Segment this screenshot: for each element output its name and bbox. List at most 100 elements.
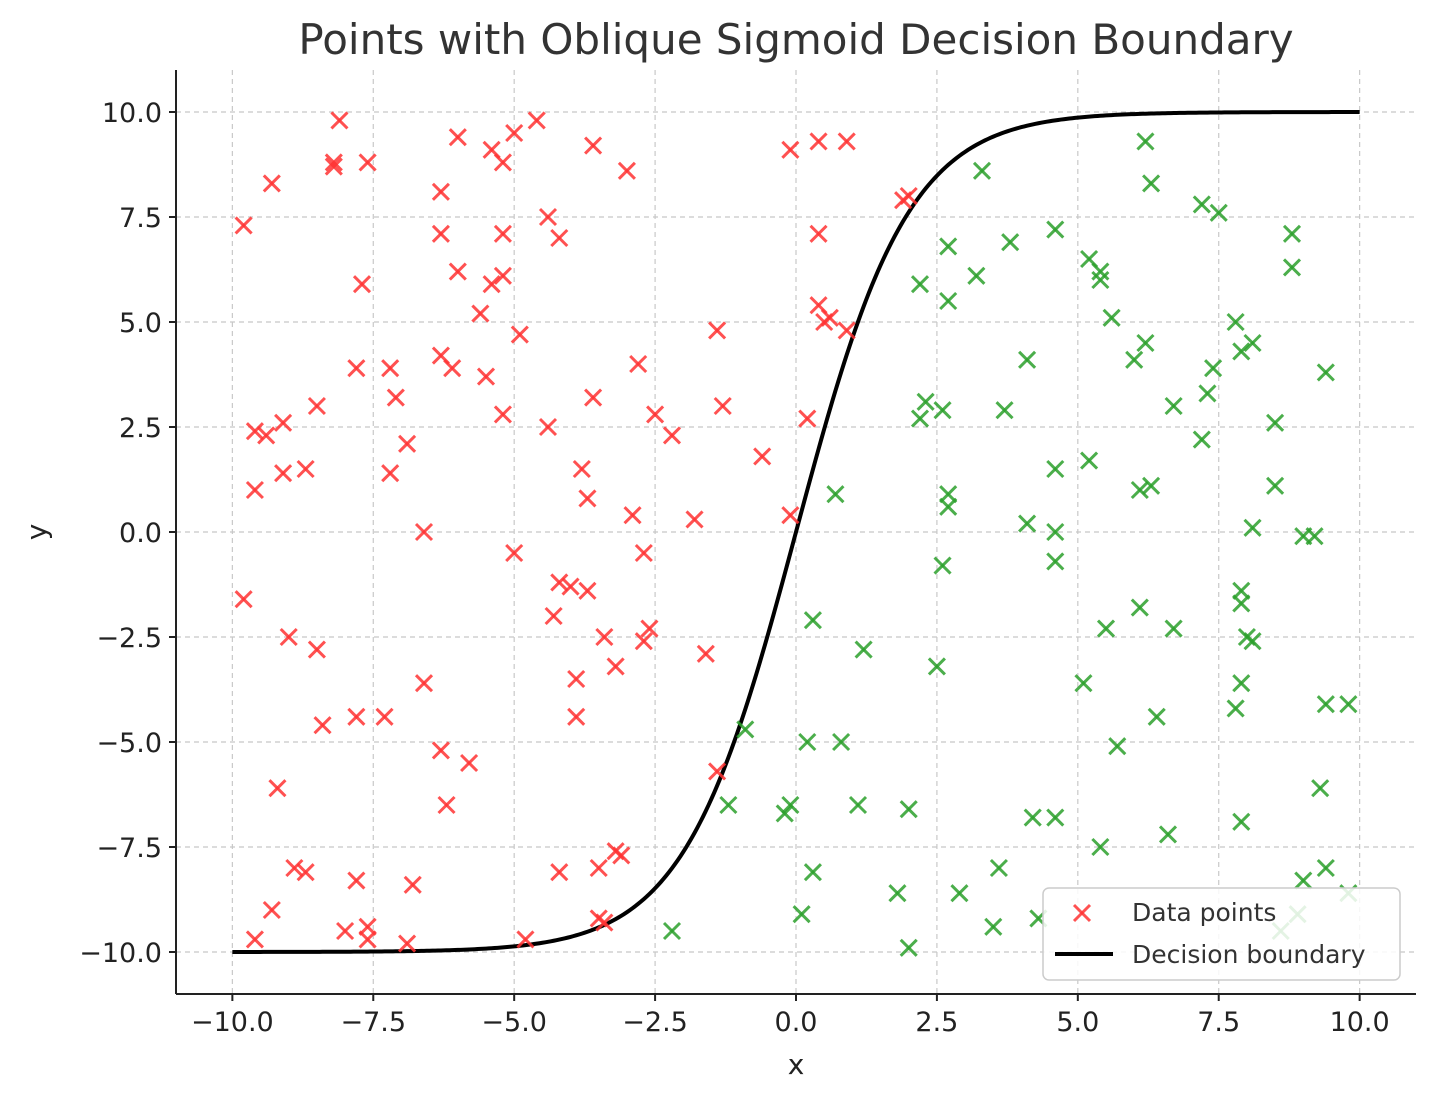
data-point	[1046, 808, 1065, 827]
data-point	[837, 321, 856, 340]
data-point	[1046, 220, 1065, 239]
data-point	[713, 396, 732, 416]
data-point	[1232, 674, 1251, 693]
data-point	[736, 720, 755, 739]
data-point	[510, 325, 529, 344]
data-point	[719, 795, 738, 815]
x-tick-label: −2.5	[622, 1007, 688, 1038]
data-point	[414, 522, 434, 542]
y-tick-label: −7.5	[96, 833, 162, 864]
data-point	[262, 900, 281, 920]
data-point	[927, 657, 946, 676]
data-point	[578, 581, 597, 600]
data-point	[584, 388, 603, 407]
data-point	[460, 753, 479, 773]
data-point	[1316, 858, 1335, 878]
data-point	[1046, 459, 1065, 479]
data-point	[505, 543, 524, 563]
data-point	[1282, 258, 1302, 277]
data-point	[1147, 707, 1166, 726]
data-point	[662, 426, 682, 445]
y-tick-label: 5.0	[119, 308, 162, 339]
data-point	[1130, 480, 1149, 500]
data-point	[398, 934, 417, 953]
legend-label-decision-boundary: Decision boundary	[1132, 940, 1366, 969]
data-point	[431, 741, 450, 760]
data-point	[1091, 270, 1110, 290]
data-point	[989, 858, 1008, 878]
data-point	[837, 132, 856, 151]
data-point	[245, 930, 264, 949]
data-point	[995, 401, 1014, 420]
data-point	[595, 913, 614, 932]
data-point	[809, 224, 828, 243]
data-point	[572, 459, 591, 479]
data-point	[313, 716, 332, 735]
data-point	[1204, 359, 1223, 378]
data-point	[972, 161, 992, 180]
data-point	[352, 275, 372, 294]
data-point	[798, 732, 817, 752]
data-point	[437, 795, 456, 815]
data-point	[516, 930, 535, 949]
data-point	[832, 732, 851, 752]
data-point	[1316, 363, 1335, 382]
data-point	[482, 275, 501, 294]
data-point	[1158, 825, 1178, 844]
data-point	[1091, 837, 1110, 857]
data-point	[1023, 808, 1042, 827]
data-point	[336, 921, 355, 941]
data-point	[544, 606, 563, 626]
data-point	[967, 266, 986, 285]
data-point	[1316, 695, 1335, 714]
data-point	[443, 359, 462, 378]
data-point	[899, 800, 918, 819]
x-tick-label: 2.5	[915, 1007, 958, 1038]
data-point	[1164, 396, 1183, 416]
data-point	[1074, 674, 1093, 693]
data-point	[753, 447, 772, 466]
data-point	[798, 409, 817, 428]
data-point	[1232, 594, 1251, 613]
data-point	[781, 795, 800, 815]
data-point	[307, 640, 326, 659]
x-tick-label: −10.0	[191, 1007, 274, 1038]
data-point	[279, 627, 298, 647]
data-point	[781, 140, 800, 159]
y-tick-label: −10.0	[79, 938, 162, 969]
data-point	[358, 153, 377, 172]
data-point	[1130, 598, 1149, 617]
data-point	[493, 405, 512, 424]
data-point	[1164, 619, 1183, 638]
data-point	[347, 871, 366, 890]
data-point	[1294, 871, 1313, 890]
y-tick-label: 2.5	[119, 413, 162, 444]
data-point	[1339, 695, 1358, 714]
data-point	[634, 632, 653, 651]
data-point	[640, 619, 659, 638]
data-point	[375, 707, 394, 726]
points-layer	[234, 111, 1358, 957]
data-point	[820, 308, 839, 327]
data-point	[505, 123, 524, 143]
data-point	[1142, 174, 1161, 193]
data-point	[550, 863, 569, 882]
data-point	[431, 224, 450, 243]
data-point	[386, 388, 405, 407]
data-point	[1125, 350, 1144, 369]
data-point	[1001, 233, 1020, 252]
data-point	[493, 266, 512, 285]
x-tick-label: −5.0	[481, 1007, 547, 1038]
data-point	[1226, 699, 1245, 718]
data-point	[403, 875, 422, 894]
data-point	[1243, 333, 1262, 353]
data-point	[550, 228, 569, 248]
data-point	[662, 921, 682, 941]
data-point	[398, 434, 417, 453]
data-point	[1209, 203, 1228, 222]
data-point	[347, 707, 366, 726]
data-point	[538, 417, 558, 437]
data-point	[578, 489, 597, 508]
data-point	[781, 506, 800, 525]
data-point	[939, 497, 958, 516]
